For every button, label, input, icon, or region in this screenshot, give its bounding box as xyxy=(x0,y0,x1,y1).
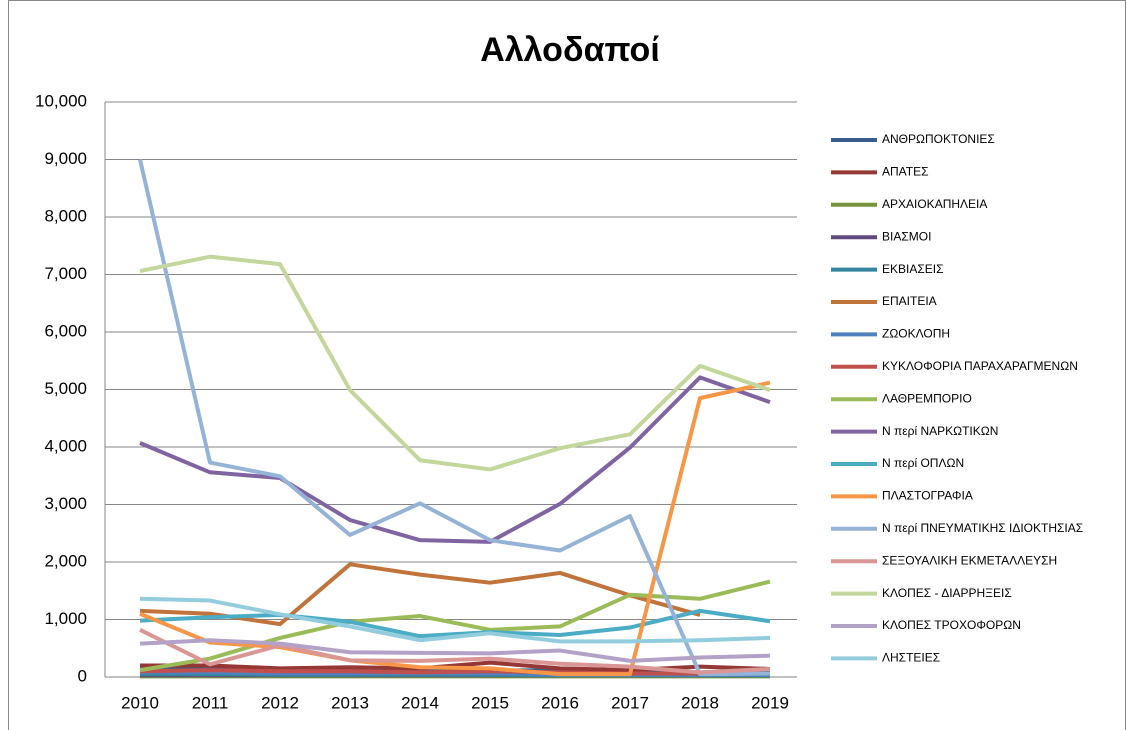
y-tick-label: 4,000 xyxy=(44,436,87,455)
legend-label: Ν περί ΝΑΡΚΩΤΙΚΩΝ xyxy=(882,424,998,438)
legend-label: Ν περί ΠΝΕΥΜΑΤΙΚΗΣ ΙΔΙΟΚΤΗΣΙΑΣ xyxy=(882,521,1083,535)
legend-label: ΛΑΘΡΕΜΠΟΡΙΟ xyxy=(882,391,972,405)
legend-label: ΚΥΚΛΟΦΟΡΙΑ ΠΑΡΑΧΑΡΑΓΜΕΝΩΝ xyxy=(882,359,1078,373)
y-tick-label: 2,000 xyxy=(44,551,87,570)
chart-border xyxy=(8,0,1126,730)
legend-label: ΖΩΟΚΛΟΠΗ xyxy=(882,327,950,341)
x-tick-label: 2011 xyxy=(192,693,229,712)
legend-label: ΑΠΑΤΕΣ xyxy=(882,165,929,179)
y-tick-label: 5,000 xyxy=(44,379,87,398)
x-tick-label: 2018 xyxy=(681,693,719,712)
series-line xyxy=(139,596,771,644)
series-line xyxy=(139,375,771,544)
x-tick-label: 2015 xyxy=(471,693,509,712)
y-tick-label: 7,000 xyxy=(44,264,87,283)
y-tick-label: 3,000 xyxy=(44,494,87,513)
legend-label: ΑΡΧΑΙΟΚΑΠΗΛΕΙΑ xyxy=(882,197,987,211)
legend-label: ΕΚΒΙΑΣΕΙΣ xyxy=(882,262,944,276)
chart-title: Αλλοδαποί xyxy=(480,31,660,69)
legend-label: ΑΝΘΡΩΠΟΚΤΟΝΙΕΣ xyxy=(882,132,995,146)
x-tick-label: 2010 xyxy=(121,693,159,712)
y-tick-label: 9,000 xyxy=(44,149,87,168)
series-line xyxy=(139,638,771,663)
y-tick-label: 6,000 xyxy=(44,321,87,340)
legend-label: ΣΕΞΟΥΑΛΙΚΗ ΕΚΜΕΤΑΛΛΕΥΣΗ xyxy=(882,553,1057,567)
series-line xyxy=(139,380,771,677)
y-tick-label: 0 xyxy=(78,666,87,685)
legend-label: ΒΙΑΣΜΟΙ xyxy=(882,229,931,243)
legend-label: ΠΛΑΣΤΟΓΡΑΦΙΑ xyxy=(882,489,973,503)
x-tick-label: 2013 xyxy=(331,693,369,712)
legend-label: ΕΠΑΙΤΕΙΑ xyxy=(882,294,937,308)
legend-label: ΚΛΟΠΕΣ - ΔΙΑΡΡΗΞΕΙΣ xyxy=(882,586,1012,600)
x-tick-label: 2014 xyxy=(401,693,439,712)
y-tick-label: 1,000 xyxy=(44,609,87,628)
legend-label: ΛΗΣΤΕΙΕΣ xyxy=(882,651,940,665)
x-tick-label: 2016 xyxy=(541,693,579,712)
series-line xyxy=(139,628,771,675)
legend-label: Ν περί ΟΠΛΩΝ xyxy=(882,456,964,470)
x-tick-label: 2017 xyxy=(611,693,649,712)
y-tick-label: 8,000 xyxy=(44,206,87,225)
legend-label: ΚΛΟΠΕΣ ΤΡΟΧΟΦΟΡΩΝ xyxy=(882,618,1021,632)
series-line xyxy=(139,254,771,472)
x-tick-label: 2012 xyxy=(261,693,299,712)
series-line xyxy=(139,608,771,639)
series-line xyxy=(138,159,771,677)
y-tick-label: 10,000 xyxy=(35,91,87,110)
series-line xyxy=(139,668,770,676)
x-tick-label: 2019 xyxy=(751,693,789,712)
